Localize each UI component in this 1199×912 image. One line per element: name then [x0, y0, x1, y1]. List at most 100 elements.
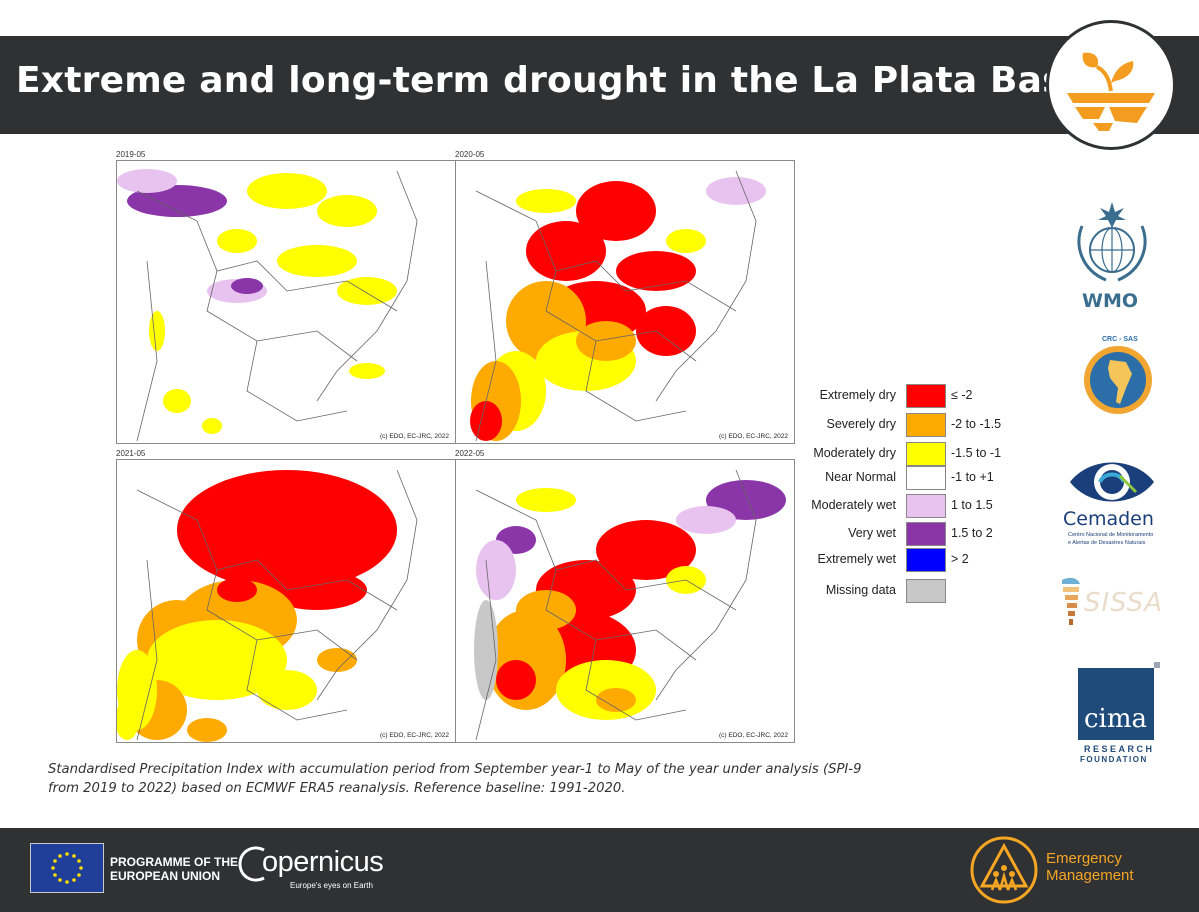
emergency-management-text: Emergency Management — [1046, 850, 1134, 884]
edo-drought-logo — [1046, 20, 1176, 150]
drought-area-yellow — [202, 418, 222, 434]
cima-subtitle: RESEARCH — [1084, 744, 1155, 754]
legend-row: Moderately wet 1 to 1.5 — [800, 494, 993, 518]
eu-programme-text: PROGRAMME OF THE EUROPEAN UNION — [110, 855, 238, 883]
footer-bar: PROGRAMME OF THE EUROPEAN UNION opernicu… — [0, 828, 1199, 912]
sissa-drop-icon — [1062, 577, 1080, 625]
drought-area-lilac — [117, 169, 177, 193]
legend-swatch — [906, 384, 946, 408]
legend-row: Extremely dry ≤ -2 — [800, 384, 973, 408]
legend-label: Missing data — [825, 583, 896, 597]
legend-label: Extremely wet — [817, 552, 897, 566]
spi-map-svg: (c) EDO, EC-JRC, 2022 — [470, 170, 788, 442]
drought-area-yellow — [257, 670, 317, 710]
border-line — [136, 559, 158, 741]
drought-area-red — [526, 221, 606, 281]
border-line — [475, 559, 497, 741]
drought-area-yellow — [149, 311, 165, 351]
legend-label: Extremely dry — [819, 388, 896, 402]
legend-swatch — [906, 548, 946, 572]
border-line — [585, 639, 687, 721]
legend-swatch — [906, 579, 946, 603]
sissa-label: SISSA — [1084, 588, 1164, 618]
page-title: Extreme and long-term drought in the La … — [16, 60, 1103, 101]
eu-line: PROGRAMME OF THE — [110, 855, 238, 869]
cima-label: cima — [1084, 704, 1148, 734]
border-line — [136, 260, 158, 442]
border-line — [316, 469, 418, 701]
em-line: Emergency — [1046, 850, 1122, 867]
legend-swatch — [906, 466, 946, 490]
drought-area-yellow — [277, 245, 357, 277]
drought-area-lilac — [676, 506, 736, 534]
map-date-label: 2020-05 — [455, 150, 485, 159]
cima-block: cima — [1078, 668, 1154, 740]
drought-area-red — [496, 660, 536, 700]
wmo-label: WMO — [1082, 290, 1139, 312]
drought-area-red — [267, 570, 367, 610]
map-credit: (c) EDO, EC-JRC, 2022 — [719, 732, 788, 739]
map-2021-05: (c) EDO, EC-JRC, 2022 — [116, 459, 456, 743]
drought-area-red — [217, 578, 257, 602]
copernicus-wordmark: opernicus — [262, 846, 384, 878]
legend-label: Moderately dry — [813, 446, 896, 460]
border-line — [246, 340, 348, 422]
crc-sas-label: CRC - SAS — [1102, 336, 1138, 343]
drought-area-yellow — [666, 229, 706, 253]
map-credit: (c) EDO, EC-JRC, 2022 — [380, 732, 449, 739]
cima-corner — [1154, 662, 1160, 668]
drought-area-orange — [576, 321, 636, 361]
drought-area-red — [616, 251, 696, 291]
drought-area-lilac — [706, 177, 766, 205]
wmo-emblem-icon — [1077, 202, 1147, 282]
legend-range: 1.5 to 2 — [951, 526, 993, 540]
legend-row: Extremely wet > 2 — [800, 548, 970, 572]
map-2022-05: (c) EDO, EC-JRC, 2022 — [455, 459, 795, 743]
legend-swatch — [906, 413, 946, 437]
drought-area-yellow — [163, 389, 191, 413]
border-line — [136, 190, 398, 312]
border-line — [655, 170, 757, 402]
drought-area-yellow — [147, 620, 287, 700]
drought-area-yellow — [117, 700, 139, 740]
copernicus-c-icon — [238, 846, 265, 882]
border-line — [246, 639, 348, 721]
map-2020-05: (c) EDO, EC-JRC, 2022 — [455, 160, 795, 444]
drought-area-orange — [596, 688, 636, 712]
spi-map-svg: (c) EDO, EC-JRC, 2022 — [117, 469, 449, 742]
legend-swatch — [906, 522, 946, 546]
legend-row: Missing data — [800, 579, 970, 603]
legend-range: 1 to 1.5 — [951, 498, 993, 512]
map-2019-05: (c) EDO, EC-JRC, 2022 — [116, 160, 456, 444]
drought-area-orange — [187, 718, 227, 742]
copernicus-tagline: Europe's eyes on Earth — [290, 881, 373, 890]
cima-subtitle: FOUNDATION — [1080, 755, 1148, 764]
legend-label: Severely dry — [826, 417, 896, 431]
legend-range: ≤ -2 — [951, 388, 973, 402]
border-line — [475, 489, 737, 611]
drought-area-yellow — [516, 488, 576, 512]
eu-flag-icon — [30, 843, 104, 893]
drought-area-yellow — [217, 229, 257, 253]
drought-area-orange — [317, 648, 357, 672]
title-bar: Extreme and long-term drought in the La … — [0, 36, 1199, 134]
cemaden-label: Cemaden — [1063, 508, 1154, 530]
legend-label: Very wet — [848, 526, 896, 540]
crc-sas-globe-icon — [1084, 346, 1152, 414]
drought-area-red — [636, 306, 696, 356]
drought-area-yellow — [317, 195, 377, 227]
border-line — [316, 170, 418, 402]
border-line — [655, 469, 757, 701]
spi-map-svg: (c) EDO, EC-JRC, 2022 — [474, 469, 788, 741]
drought-area-yellow — [349, 363, 385, 379]
cemaden-subtitle: e Alertas de Desastres Naturais — [1068, 540, 1146, 546]
border-line — [136, 489, 398, 611]
drought-area-red — [177, 470, 397, 590]
drought-area-purple — [127, 185, 227, 217]
legend-swatch — [906, 442, 946, 466]
crc-sas-logo: CRC - SAS — [1080, 334, 1156, 418]
legend-range: -1 to +1 — [951, 470, 994, 484]
map-date-label: 2019-05 — [116, 150, 146, 159]
sprout-icon — [1067, 52, 1155, 131]
legend-label: Moderately wet — [811, 498, 896, 512]
